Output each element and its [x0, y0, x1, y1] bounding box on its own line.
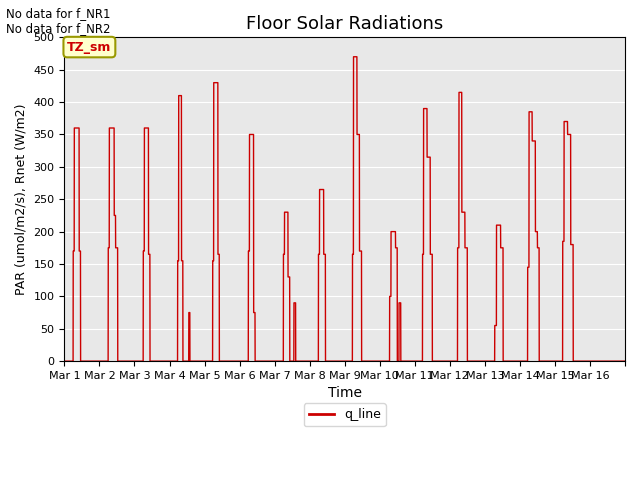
Legend: q_line: q_line [304, 403, 386, 426]
Y-axis label: PAR (umol/m2/s), Rnet (W/m2): PAR (umol/m2/s), Rnet (W/m2) [15, 104, 28, 295]
X-axis label: Time: Time [328, 386, 362, 400]
Text: TZ_sm: TZ_sm [67, 41, 111, 54]
Title: Floor Solar Radiations: Floor Solar Radiations [246, 15, 444, 33]
Text: No data for f_NR1: No data for f_NR1 [6, 7, 111, 20]
Text: No data for f_NR2: No data for f_NR2 [6, 22, 111, 35]
